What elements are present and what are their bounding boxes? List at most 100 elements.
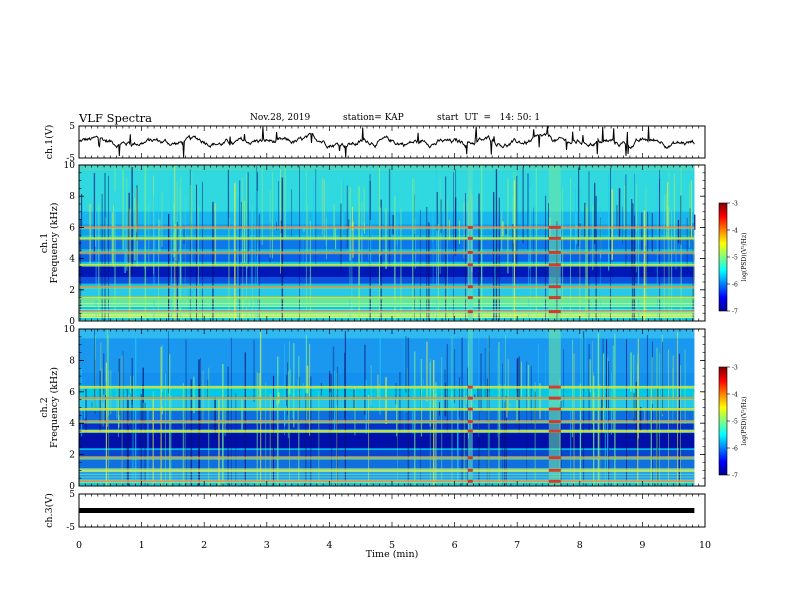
noise-streak bbox=[644, 407, 646, 422]
noise-streak bbox=[663, 195, 665, 321]
frequency-band bbox=[79, 449, 695, 457]
noise-streak bbox=[495, 169, 498, 321]
y-tick-label: 6 bbox=[69, 388, 75, 398]
noise-streak bbox=[667, 182, 669, 229]
frequency-line-halo bbox=[79, 399, 695, 400]
noise-streak bbox=[537, 343, 540, 405]
noise-streak bbox=[237, 198, 239, 321]
noise-streak bbox=[477, 387, 479, 400]
noise-streak bbox=[666, 193, 668, 239]
noise-streak bbox=[369, 220, 372, 265]
noise-streak bbox=[222, 364, 224, 486]
colorbar-gradient bbox=[718, 202, 728, 312]
noise-streak bbox=[652, 341, 653, 486]
frequency-band bbox=[79, 171, 695, 212]
noise-streak bbox=[99, 370, 101, 433]
y-tick-label: 5 bbox=[69, 490, 75, 500]
noise-streak bbox=[126, 389, 129, 486]
noise-streak bbox=[403, 338, 405, 432]
noise-streak bbox=[253, 339, 255, 402]
noise-streak bbox=[152, 398, 154, 486]
noise-streak bbox=[501, 210, 503, 251]
noise-streak bbox=[284, 166, 286, 239]
noise-streak bbox=[680, 195, 682, 245]
x-tick-label: 6 bbox=[452, 540, 458, 551]
noise-streak bbox=[440, 199, 442, 233]
noise-streak bbox=[132, 400, 134, 486]
noise-streak bbox=[535, 166, 538, 321]
noise-streak bbox=[502, 363, 503, 486]
noise-streak bbox=[486, 378, 489, 398]
noise-streak bbox=[170, 395, 172, 486]
frequency-line-halo bbox=[79, 388, 695, 389]
low-frequency-line bbox=[79, 473, 695, 475]
noise-streak bbox=[472, 184, 474, 229]
x-tick-label: 4 bbox=[326, 540, 332, 551]
spectrogram-ch2 bbox=[79, 329, 695, 486]
noise-streak bbox=[228, 217, 230, 321]
noise-streak bbox=[445, 176, 447, 321]
burst-hotspot bbox=[548, 420, 561, 424]
noise-streak bbox=[432, 216, 434, 321]
noise-streak bbox=[94, 329, 95, 400]
noise-streak bbox=[344, 352, 345, 419]
noise-streak bbox=[505, 335, 506, 397]
frequency-line bbox=[79, 480, 695, 483]
noise-streak bbox=[124, 392, 127, 397]
noise-streak bbox=[165, 373, 167, 486]
noise-streak bbox=[478, 193, 480, 321]
noise-streak bbox=[592, 341, 593, 425]
noise-streak bbox=[89, 203, 91, 264]
noise-streak bbox=[227, 366, 229, 486]
noise-streak bbox=[305, 335, 308, 421]
noise-streak bbox=[522, 167, 524, 244]
noise-streak bbox=[256, 190, 259, 321]
noise-streak bbox=[474, 394, 476, 400]
noise-streak bbox=[530, 188, 531, 321]
noise-streak bbox=[436, 192, 438, 231]
noise-streak bbox=[118, 398, 120, 428]
noise-streak bbox=[446, 344, 448, 434]
noise-streak bbox=[458, 220, 460, 244]
noise-streak bbox=[478, 332, 480, 438]
burst-hotspot bbox=[467, 250, 473, 254]
noise-streak bbox=[599, 384, 601, 486]
burst-hotspot bbox=[548, 479, 561, 483]
noise-streak bbox=[588, 171, 590, 321]
burst-hotspot bbox=[548, 236, 561, 240]
noise-streak bbox=[258, 373, 261, 409]
y-tick-label: 2 bbox=[69, 286, 75, 296]
noise-streak bbox=[672, 368, 674, 425]
noise-streak bbox=[288, 385, 291, 394]
noise-streak bbox=[230, 337, 232, 486]
noise-streak bbox=[329, 373, 331, 393]
noise-streak bbox=[585, 333, 586, 403]
noise-streak bbox=[170, 175, 172, 321]
frequency-band bbox=[79, 224, 695, 236]
noise-streak bbox=[208, 367, 210, 486]
noise-streak bbox=[309, 344, 311, 436]
noise-streak bbox=[252, 206, 253, 321]
frequency-line-halo bbox=[79, 312, 695, 314]
noise-streak bbox=[91, 402, 93, 407]
noise-streak bbox=[148, 202, 150, 266]
frequency-line-halo bbox=[79, 265, 695, 267]
noise-streak bbox=[269, 190, 271, 258]
noise-streak bbox=[412, 178, 414, 321]
noise-streak bbox=[108, 370, 110, 486]
noise-streak bbox=[451, 391, 453, 402]
frequency-line bbox=[79, 386, 695, 388]
panels bbox=[78, 126, 696, 513]
noise-streak bbox=[193, 376, 195, 414]
waveform-ch1 bbox=[78, 126, 695, 158]
noise-streak bbox=[242, 200, 243, 263]
noise-streak bbox=[101, 193, 103, 321]
frequency-line-halo bbox=[79, 422, 695, 424]
noise-streak bbox=[414, 351, 416, 486]
x-axis-label: Time (min) bbox=[366, 549, 419, 560]
burst-hotspot bbox=[467, 456, 473, 460]
frequency-band bbox=[79, 288, 695, 297]
noise-streak bbox=[341, 179, 343, 239]
y-tick-label: -5 bbox=[66, 154, 75, 164]
y-tick-label: 4 bbox=[69, 255, 75, 265]
